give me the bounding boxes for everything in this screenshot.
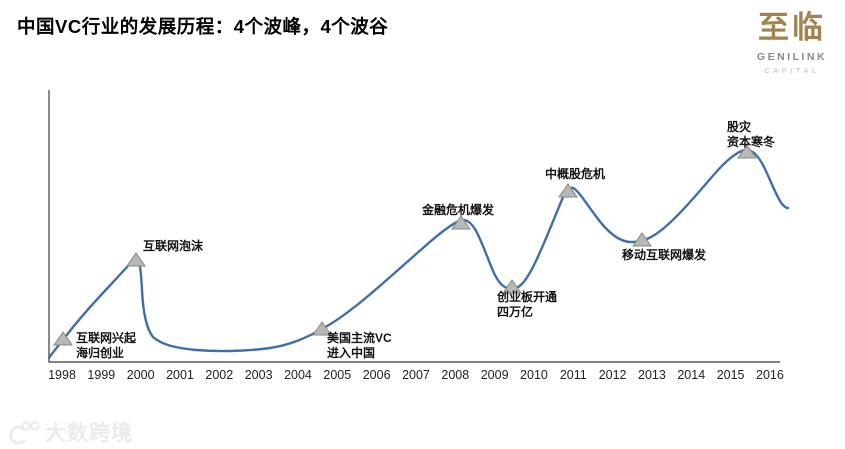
logo-subtitle: CAPITAL: [764, 66, 820, 75]
event-marker-trough3: [502, 279, 522, 294]
annotation-chinext-stimulus: 创业板开通 四万亿: [497, 290, 558, 319]
annotation-internet-bubble: 互联网泡沫: [143, 239, 204, 253]
annotation-financial-crisis: 金融危机爆发: [422, 203, 495, 217]
page-title: 中国VC行业的发展历程：4个波峰，4个波谷: [17, 16, 389, 37]
watermark-text: 大数跨境: [45, 422, 133, 445]
genilink-logo: 至临 GENILINK CAPITAL: [750, 8, 834, 75]
watermark: 大数跨境: [7, 417, 133, 447]
logo-hanzi: 至临: [758, 10, 826, 46]
event-marker-peak2: [451, 215, 471, 230]
event-marker-peak3: [558, 183, 578, 198]
vc-cycle-curve: [47, 148, 790, 360]
event-marker-start: [53, 331, 73, 346]
logo-name: GENILINK: [756, 51, 828, 63]
annotation-china-stock-crisis: 中概股危机: [545, 167, 606, 181]
annotation-mobile-internet: 移动互联网爆发: [622, 248, 707, 262]
event-marker-peak1: [126, 252, 146, 267]
annotation-stock-crash-winter: 股灾 资本寒冬: [727, 120, 776, 149]
event-marker-trough4: [632, 232, 652, 247]
dashu-kuajing-logo-icon: [9, 421, 40, 445]
annotation-internet-rise: 互联网兴起 海归创业: [76, 331, 137, 360]
event-marker-peak4: [737, 144, 757, 159]
event-marker-trough2: [312, 321, 332, 336]
annotation-us-vc-enter: 美国主流VC 进入中国: [327, 331, 392, 360]
axis-lines: [48, 90, 780, 363]
